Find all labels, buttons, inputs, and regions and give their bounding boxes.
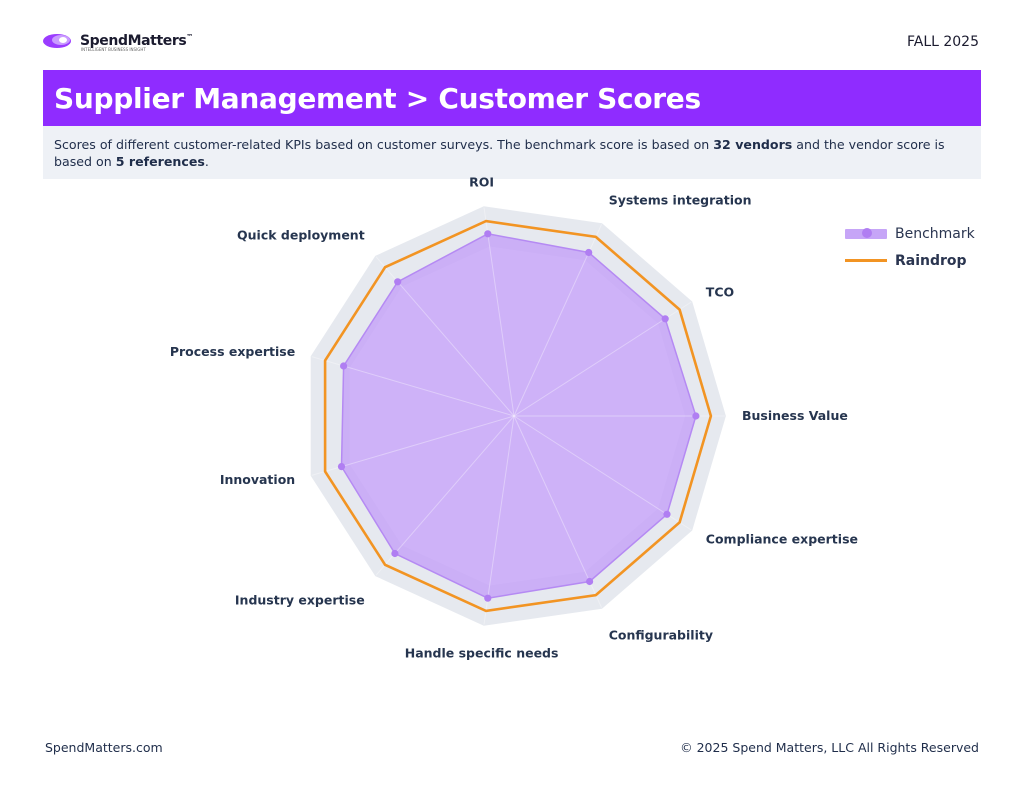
axis-label: Innovation [220, 472, 295, 487]
vendor-line [323, 219, 713, 613]
benchmark-area [340, 233, 697, 599]
axis-label: ROI [469, 174, 494, 189]
axis-label: Compliance expertise [706, 531, 858, 546]
legend-label-vendor: Raindrop [895, 252, 967, 269]
axis-label: Handle specific needs [405, 646, 559, 661]
axis-label: Industry expertise [235, 592, 365, 607]
season-label: FALL 2025 [906, 34, 979, 50]
benchmark-swatch [845, 227, 887, 239]
footer-copyright: © 2025 Spend Matters, LLC All Rights Res… [680, 740, 979, 755]
axis-label: TCO [706, 285, 734, 300]
legend-label-benchmark: Benchmark [895, 225, 975, 242]
legend-item-benchmark[interactable]: Benchmark [845, 220, 975, 247]
brand-tagline: INTELLIGENT BUSINESS INSIGHT [81, 47, 146, 52]
vendor-count: 32 vendors [713, 137, 793, 152]
benchmark-point [391, 549, 399, 558]
reference-count: 5 references [115, 154, 205, 169]
radar-spoke [513, 415, 692, 531]
benchmark-point [661, 315, 669, 323]
benchmark-point [692, 412, 700, 420]
brand-logo: SpendMatters™ INTELLIGENT BUSINESS INSIG… [42, 30, 193, 52]
axis-label: Business Value [742, 408, 848, 423]
page-title: Supplier Management > Customer Scores [54, 82, 701, 115]
chart-legend: Benchmark Raindrop [845, 220, 975, 274]
radar-spoke [311, 415, 515, 476]
brand-name: SpendMatters™ [80, 33, 193, 49]
benchmark-point [394, 278, 402, 286]
axis-label: Systems integration [609, 193, 752, 208]
radar-spoke [483, 415, 515, 625]
benchmark-point [484, 594, 492, 602]
benchmark-point [586, 577, 594, 586]
radar-spoke [513, 415, 603, 608]
benchmark-point [585, 248, 593, 257]
benchmark-point [340, 362, 348, 370]
title-bar: Supplier Management > Customer Scores [43, 70, 981, 126]
footer-site: SpendMatters.com [45, 740, 163, 755]
spendmatters-logo-icon [43, 34, 71, 48]
radar-spoke [513, 301, 692, 417]
benchmark-point [337, 463, 346, 471]
radar-spoke [375, 415, 515, 576]
axis-label: Process expertise [170, 344, 295, 359]
benchmark-point [663, 510, 671, 518]
radar-spoke [513, 224, 603, 417]
radar-spoke [483, 207, 515, 417]
benchmark-point [484, 230, 492, 238]
chart-description: Scores of different customer-related KPI… [43, 126, 981, 179]
axis-label: Configurability [609, 627, 713, 642]
legend-item-vendor[interactable]: Raindrop [845, 247, 975, 274]
axis-label: Quick deployment [237, 228, 365, 243]
vendor-swatch [845, 259, 887, 262]
